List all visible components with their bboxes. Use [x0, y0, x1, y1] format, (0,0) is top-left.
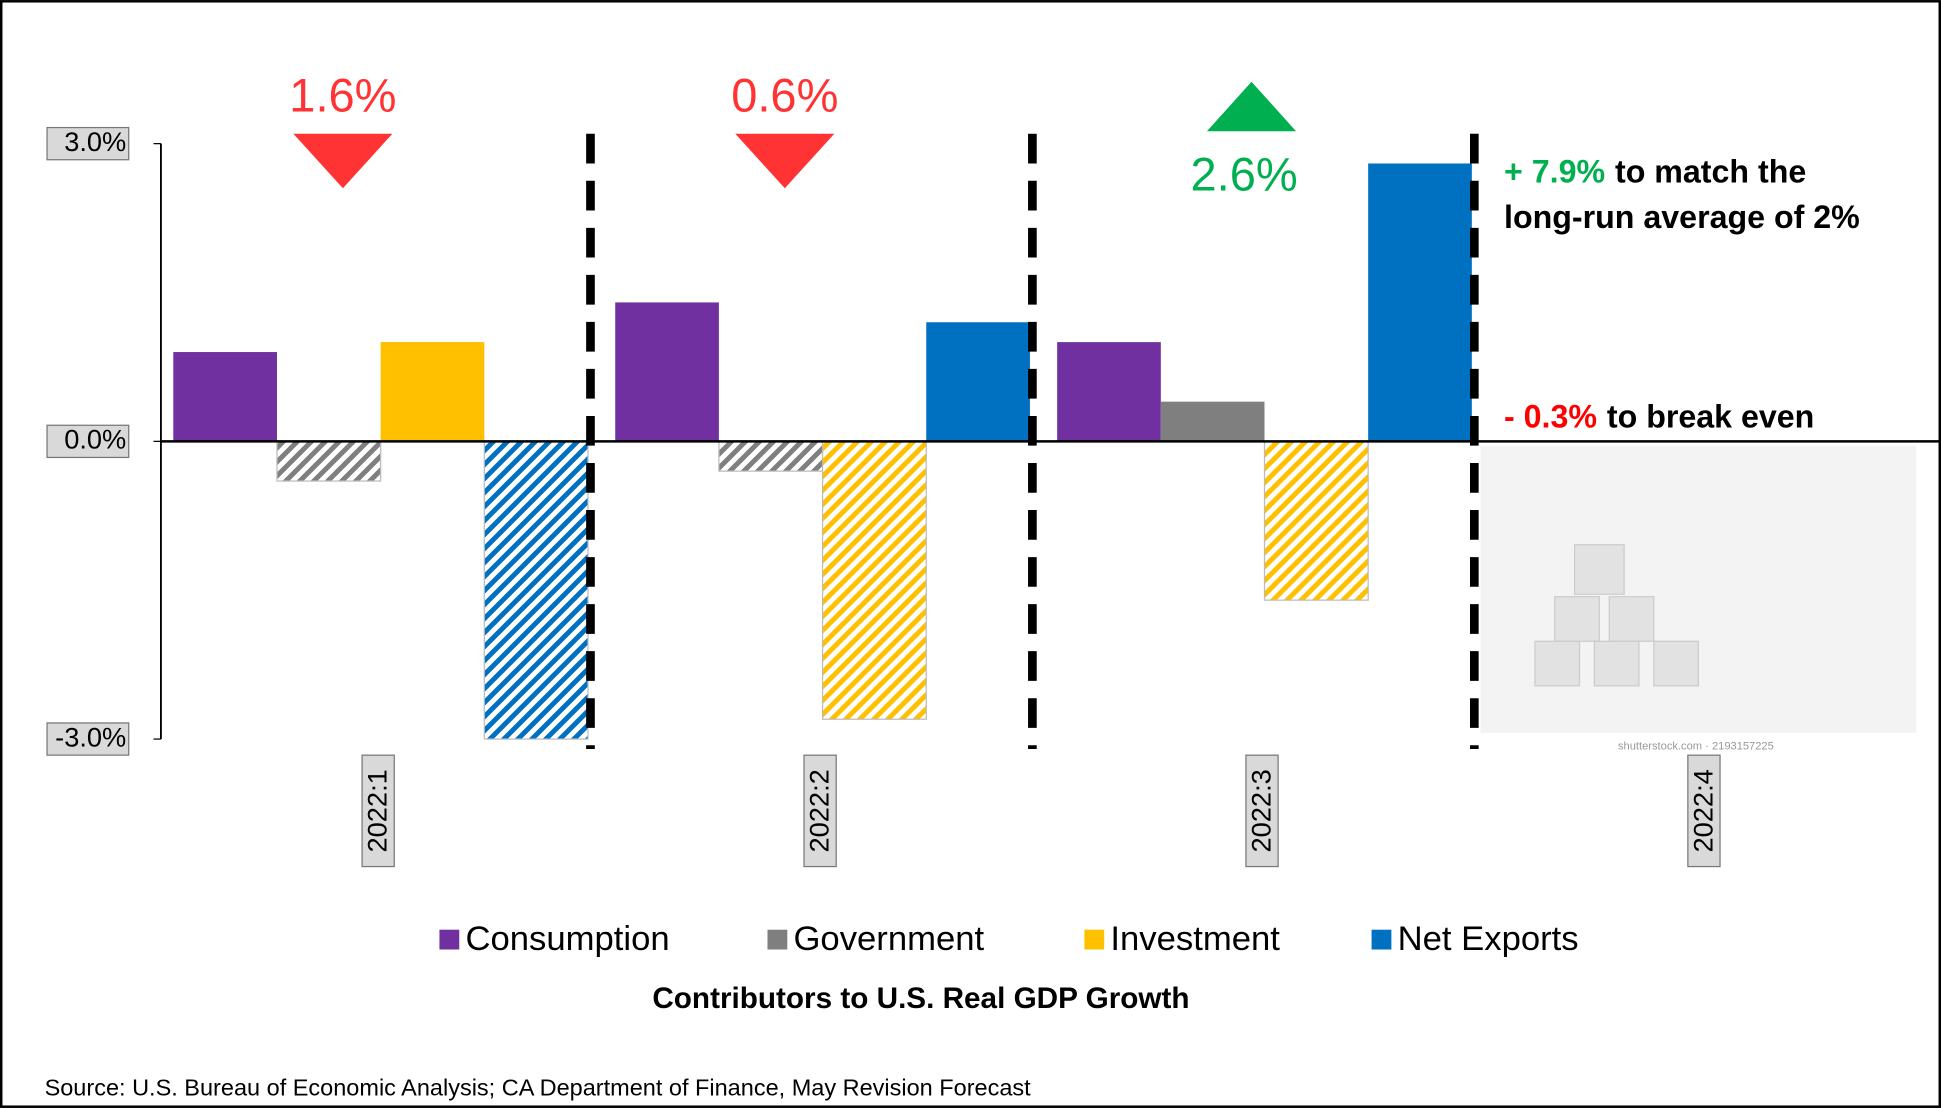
legend-marker	[1084, 930, 1104, 950]
bar	[277, 441, 381, 481]
note-highlight: + 7.9%	[1504, 153, 1605, 189]
bar	[926, 322, 1030, 441]
image-block	[1654, 641, 1699, 686]
x-tick-label-group: 2022:2	[804, 755, 837, 866]
note-text: to break even	[1607, 398, 1814, 434]
bar	[1368, 163, 1472, 441]
annotation: 0.6%	[731, 69, 838, 122]
x-tick-label: 2022:1	[362, 769, 393, 852]
chart-title: Contributors to U.S. Real GDP Growth	[652, 982, 1189, 1015]
note-text: long-run average of 2%	[1504, 199, 1860, 235]
annotation: 1.6%	[289, 69, 396, 122]
y-tick-label: 0.0%	[64, 424, 126, 455]
legend-label: Government	[793, 920, 984, 958]
bar	[1161, 402, 1265, 442]
chart: shutterstock.com · 2193157225 Contributo…	[0, 0, 1941, 1108]
legend-label: Investment	[1110, 920, 1280, 958]
gdp-image	[1481, 446, 1917, 733]
watermark: shutterstock.com · 2193157225	[1618, 740, 1774, 752]
source: Source: U.S. Bureau of Economic Analysis…	[45, 1075, 1032, 1101]
x-tick-label: 2022:4	[1687, 769, 1718, 852]
image-block	[1609, 597, 1654, 642]
note: long-run average of 2%	[1504, 199, 1860, 235]
image-block	[1555, 597, 1600, 642]
y-tick-label: -3.0%	[55, 721, 126, 752]
legend-marker	[439, 930, 459, 950]
note: + 7.9% to match the	[1504, 153, 1806, 189]
bar	[381, 342, 485, 441]
y-tick-label: 3.0%	[64, 126, 126, 157]
bar	[615, 302, 719, 441]
image-block	[1535, 641, 1580, 686]
x-tick-label-group: 2022:3	[1245, 755, 1278, 866]
x-tick-label: 2022:3	[1245, 769, 1276, 852]
x-tick-label-group: 2022:4	[1687, 755, 1720, 866]
image-background	[1481, 446, 1917, 733]
image-block	[1594, 641, 1639, 686]
image-block	[1575, 545, 1625, 595]
legend-label: Consumption	[465, 920, 669, 958]
x-tick-label: 2022:2	[804, 769, 835, 852]
note: - 0.3% to break even	[1504, 398, 1814, 434]
bar	[484, 441, 588, 739]
bar	[823, 441, 927, 719]
legend-label: Net Exports	[1398, 920, 1579, 958]
bar	[719, 441, 823, 471]
note-highlight: - 0.3%	[1504, 398, 1597, 434]
bar	[1057, 342, 1161, 441]
legend-marker	[1372, 930, 1392, 950]
note-text: to match the	[1615, 153, 1806, 189]
x-tick-label-group: 2022:1	[362, 755, 395, 866]
annotation: 2.6%	[1190, 148, 1297, 201]
legend-marker	[767, 930, 787, 950]
bar	[1264, 441, 1368, 600]
bar	[173, 352, 277, 441]
